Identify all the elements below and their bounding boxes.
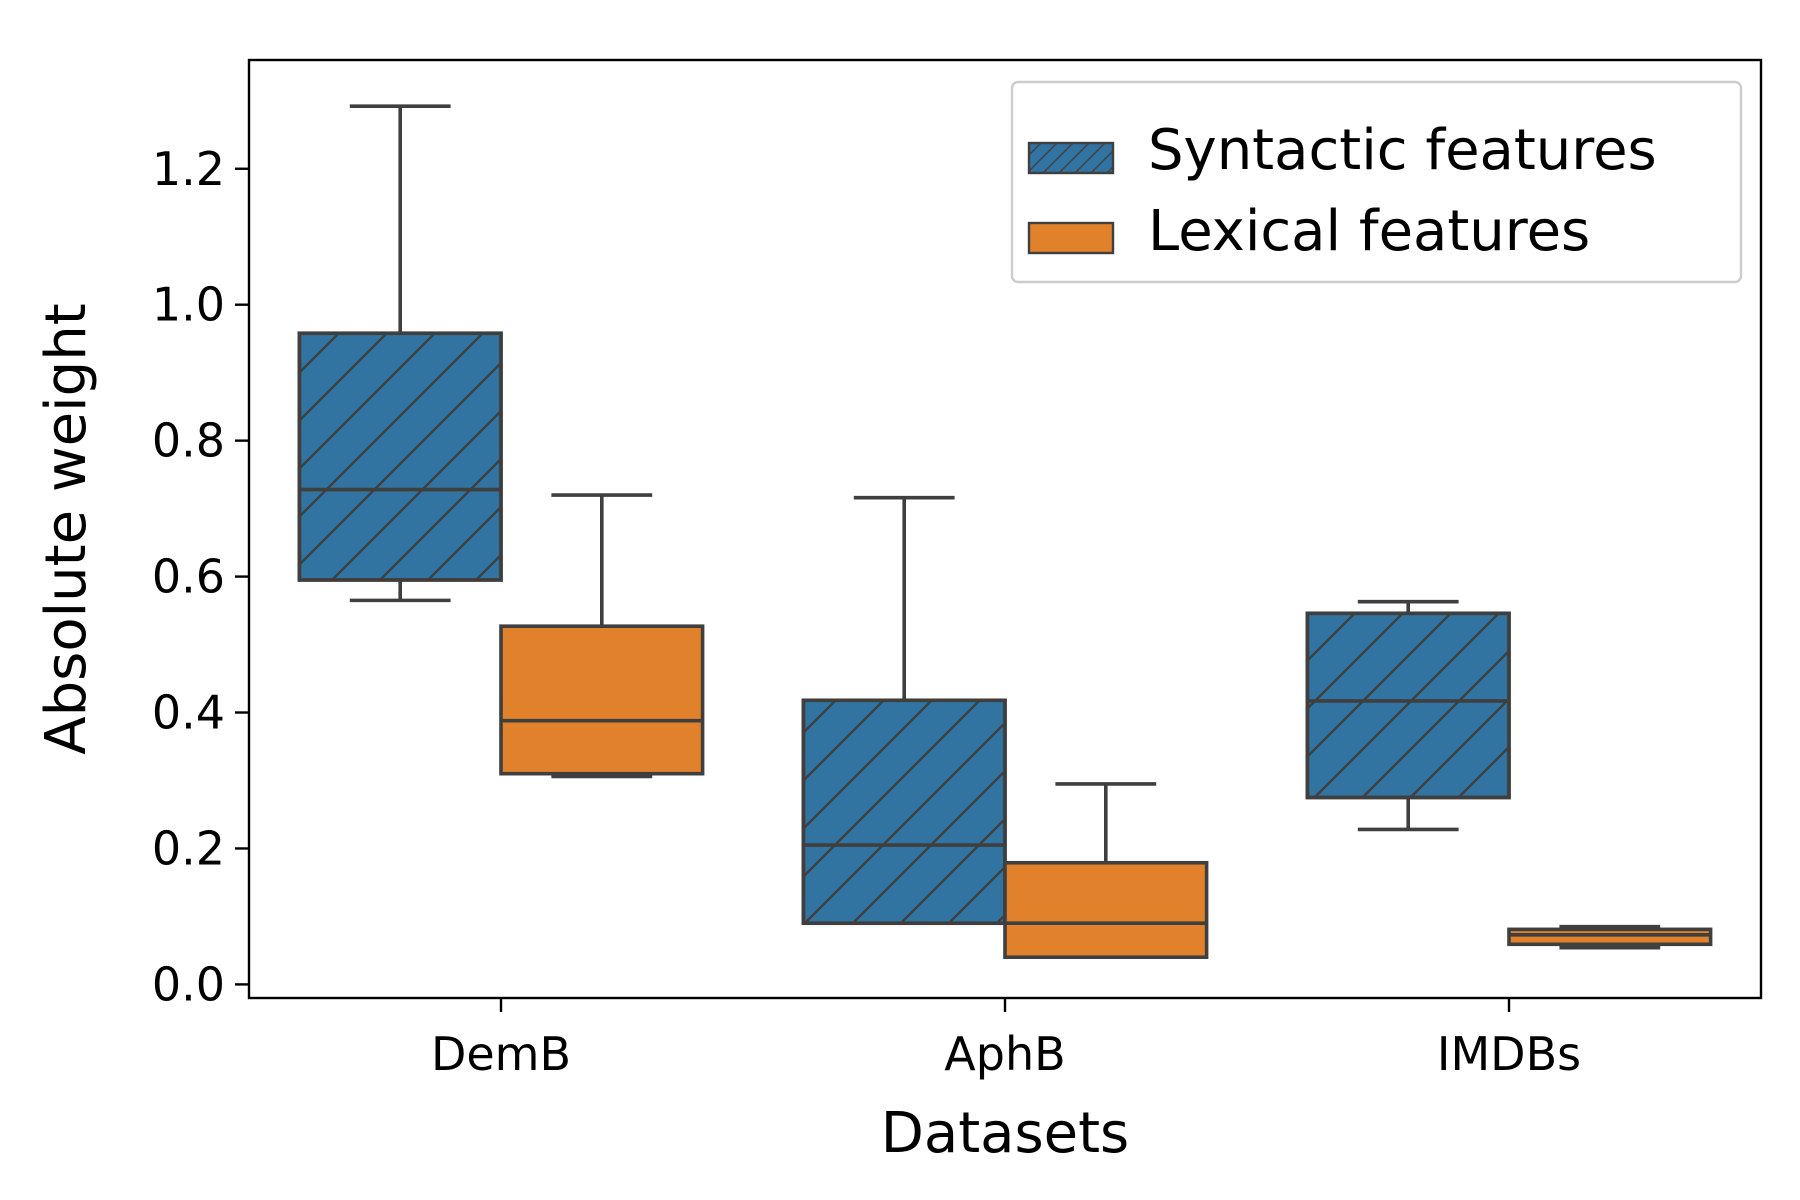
plot-area: [247, 58, 1763, 1000]
legend: Syntactic features Lexical features: [1010, 80, 1743, 284]
box-hatch: [803, 700, 1005, 924]
boxes-layer: [297, 104, 1713, 960]
y-tick-label: 0.6: [152, 550, 225, 604]
x-axis-title: Datasets: [881, 1101, 1129, 1166]
box-aphb-syntactic: [801, 495, 1007, 926]
x-axis: DemB AphB IMDBs: [431, 998, 1581, 1081]
y-tick-label: 0.4: [152, 686, 225, 740]
box-outline: [801, 698, 1007, 926]
x-tick-label: DemB: [431, 1027, 571, 1081]
y-tick-label: 1.0: [152, 278, 225, 332]
y-axis-title: Absolute weight: [34, 303, 99, 754]
y-tick-label: 0.0: [152, 957, 225, 1011]
box-body: [1003, 860, 1209, 960]
legend-frame: [1010, 80, 1743, 284]
box-imdbs-syntactic: [1305, 599, 1511, 832]
box-aphb-lexical: [1003, 782, 1209, 960]
y-axis: 0.0 0.2 0.4 0.6 0.8 1.0 1.2: [152, 142, 249, 1011]
box-demb-syntactic: [297, 104, 503, 603]
box-body: [499, 624, 705, 776]
box-demb-lexical: [499, 493, 705, 779]
y-tick-label: 0.8: [152, 414, 225, 468]
x-tick-label: IMDBs: [1437, 1027, 1581, 1081]
legend-swatch-syntactic-hatch: [1029, 143, 1113, 173]
legend-label-lexical: Lexical features: [1148, 199, 1590, 264]
box-imdbs-lexical: [1507, 924, 1713, 950]
box-hatch: [299, 333, 501, 580]
box-hatch: [1307, 613, 1509, 798]
legend-swatch-lexical: [1027, 221, 1115, 255]
box-outline: [1305, 611, 1511, 800]
legend-label-syntactic: Syntactic features: [1148, 118, 1657, 183]
y-tick-label: 1.2: [152, 142, 225, 196]
x-tick-label: AphB: [944, 1027, 1065, 1081]
box-outline: [297, 331, 503, 582]
box-body: [1507, 927, 1713, 947]
y-tick-label: 0.2: [152, 821, 225, 875]
